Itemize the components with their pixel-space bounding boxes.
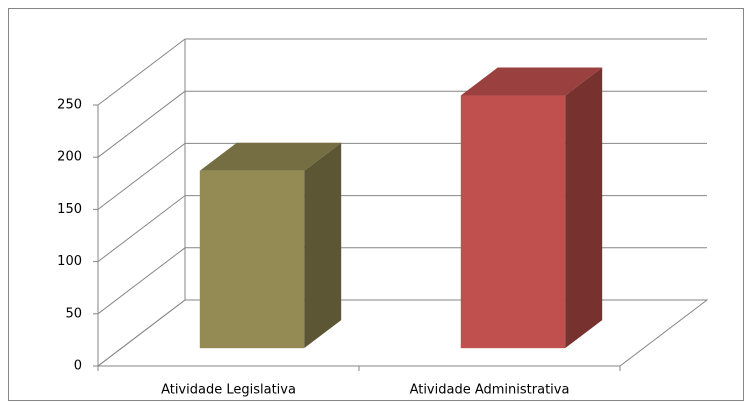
grid-line bbox=[97, 247, 186, 315]
bar-side bbox=[304, 142, 342, 349]
y-tick-label: 50 bbox=[65, 306, 82, 321]
x-tick-label: Atividade Legislativa bbox=[161, 383, 296, 398]
y-tick-label: 100 bbox=[57, 254, 82, 269]
grid-line bbox=[97, 299, 186, 367]
grid-line bbox=[97, 90, 186, 158]
grid-line bbox=[97, 143, 186, 210]
grid-line bbox=[97, 195, 186, 262]
bar-top bbox=[460, 67, 603, 96]
grid-line bbox=[97, 38, 186, 106]
y-tick-label: 200 bbox=[57, 150, 82, 165]
bar bbox=[460, 95, 566, 349]
y-tick-label: 150 bbox=[57, 202, 82, 217]
chart-border bbox=[8, 8, 744, 401]
y-tick-label: 250 bbox=[57, 98, 82, 113]
y-tick-label: 0 bbox=[74, 359, 82, 374]
bar-side bbox=[565, 67, 603, 349]
bar-top bbox=[199, 142, 342, 171]
bar bbox=[199, 170, 305, 349]
x-tick-label: Atividade Administrativa bbox=[410, 383, 570, 398]
